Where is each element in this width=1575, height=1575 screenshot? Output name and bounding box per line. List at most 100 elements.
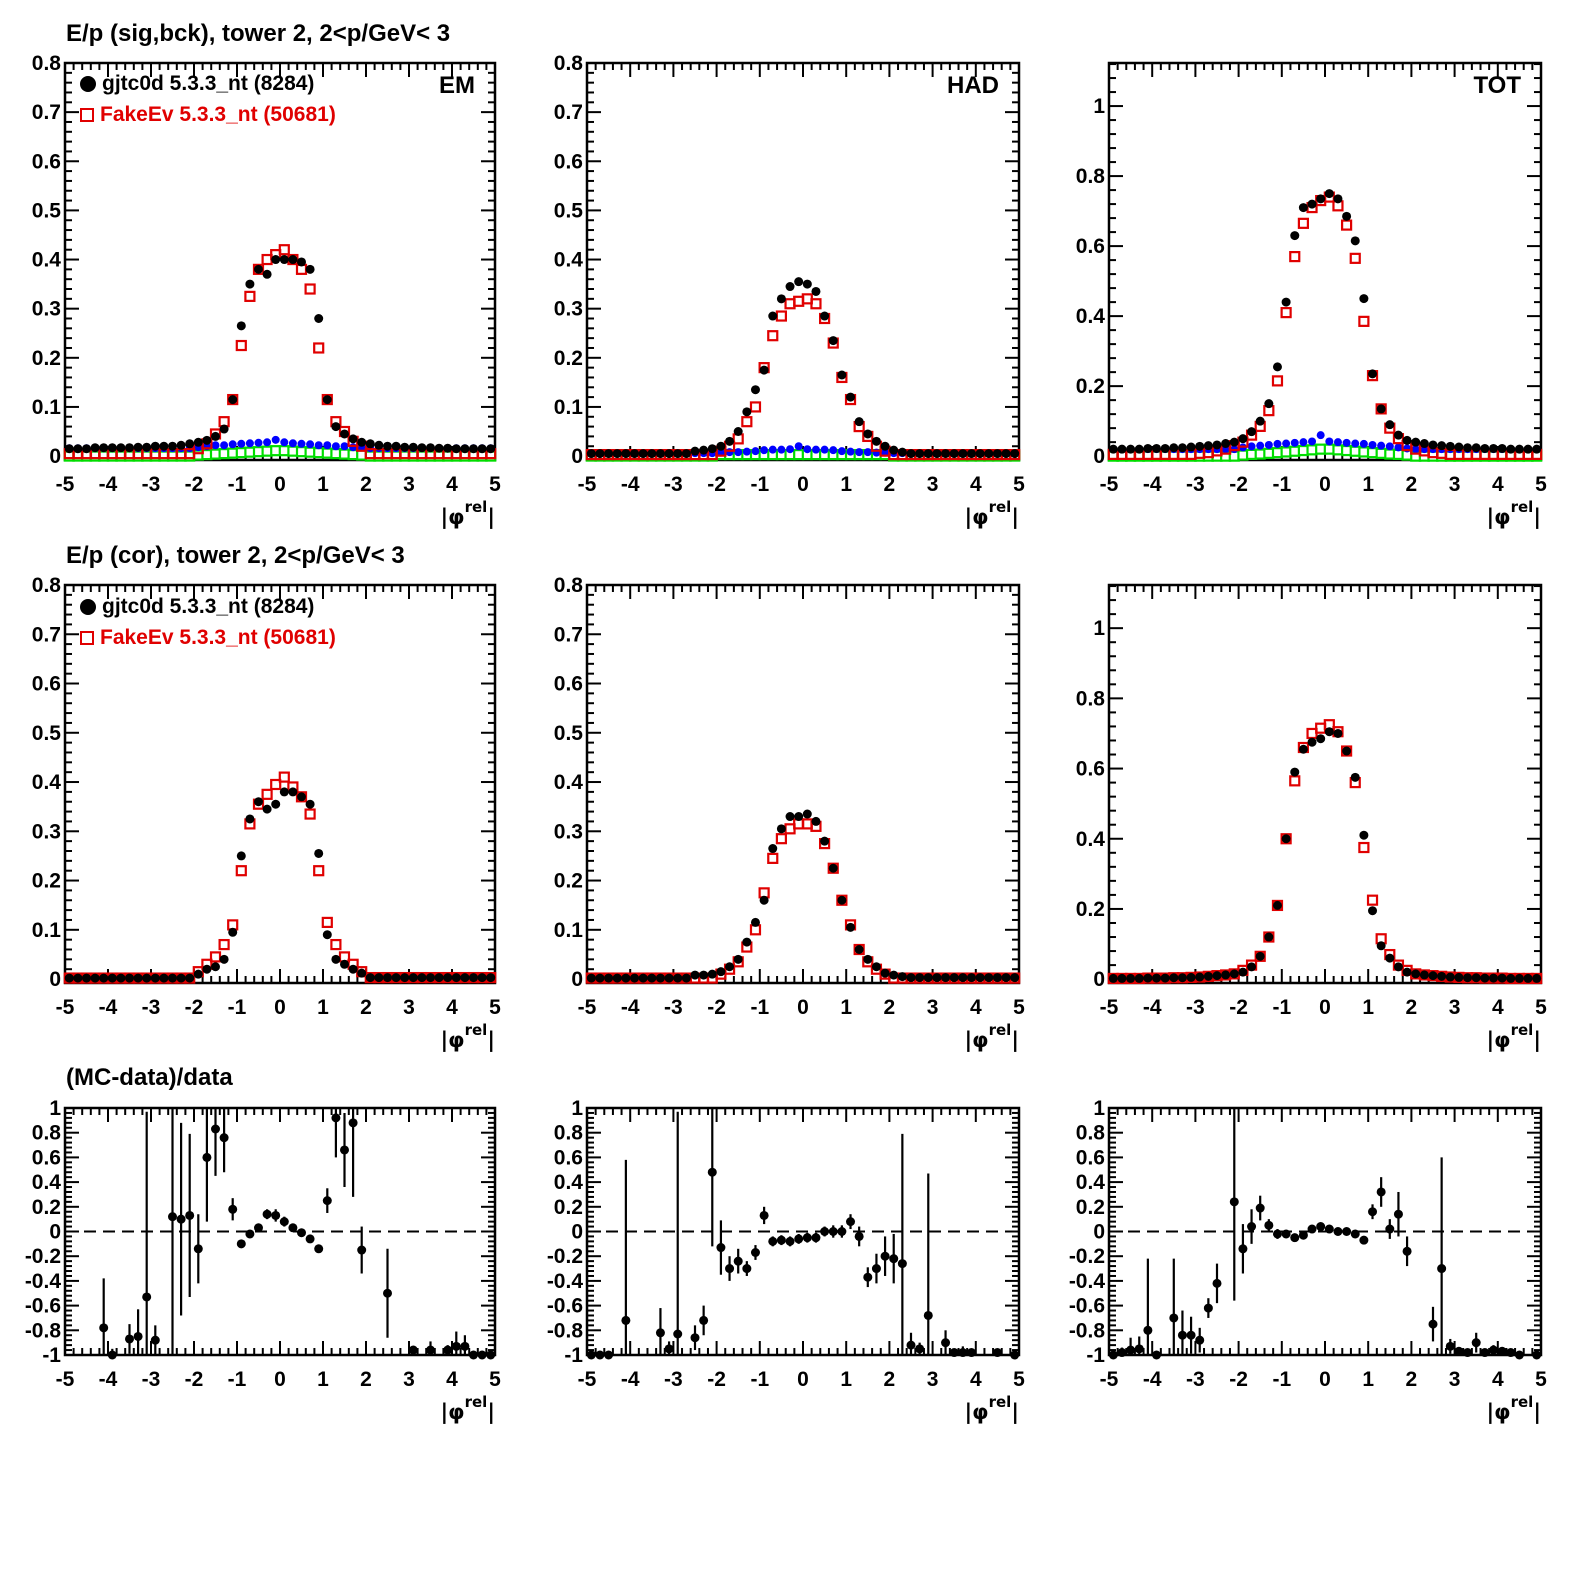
data-point bbox=[99, 973, 109, 983]
data-point bbox=[1010, 449, 1020, 459]
data-point bbox=[1010, 973, 1020, 983]
ratio-point bbox=[408, 1345, 418, 1355]
data-point bbox=[664, 973, 674, 983]
data-background-point bbox=[742, 447, 751, 456]
data-point bbox=[1514, 973, 1524, 983]
mc-point bbox=[321, 916, 333, 929]
data-point bbox=[604, 973, 614, 983]
data-point bbox=[889, 445, 899, 455]
y-tick-label: -0.4 bbox=[25, 1270, 62, 1293]
data-point bbox=[159, 973, 169, 983]
mc-point bbox=[1297, 217, 1310, 229]
data-point bbox=[1402, 967, 1412, 977]
x-tick-label: 5 bbox=[1013, 1368, 1025, 1391]
data-point bbox=[1177, 443, 1187, 453]
y-tick-label: 0.5 bbox=[32, 199, 62, 222]
data-point bbox=[245, 279, 255, 289]
legend-data-label: gjtc0d 5.3.3_nt (8284) bbox=[102, 71, 315, 95]
ratio-point bbox=[1376, 1187, 1386, 1197]
data-point bbox=[297, 257, 306, 267]
data-point bbox=[716, 441, 726, 451]
y-tick-label: 0.4 bbox=[1076, 1171, 1106, 1194]
data-point bbox=[828, 336, 838, 346]
data-point bbox=[906, 973, 916, 983]
y-tick-label: 0.4 bbox=[32, 1171, 62, 1194]
data-point bbox=[1126, 973, 1136, 983]
data-point bbox=[1298, 203, 1308, 213]
data-point bbox=[357, 437, 367, 447]
data-point bbox=[733, 427, 743, 437]
panel-label: TOT bbox=[1473, 72, 1521, 99]
x-tick-label: 2 bbox=[360, 473, 372, 496]
data-point bbox=[211, 431, 220, 441]
data-point bbox=[854, 417, 864, 427]
data-point bbox=[1324, 727, 1334, 737]
data-point bbox=[1238, 967, 1248, 977]
x-tick-label: 3 bbox=[927, 473, 939, 496]
x-tick-label: -2 bbox=[185, 996, 204, 1019]
data-point bbox=[802, 279, 812, 289]
data-background-point bbox=[1368, 440, 1377, 449]
data-point bbox=[1290, 767, 1300, 777]
data-point bbox=[1393, 962, 1403, 972]
data-point bbox=[1428, 440, 1438, 450]
data-background-point bbox=[1273, 439, 1282, 448]
data-background-point bbox=[1377, 441, 1386, 450]
data-point bbox=[794, 277, 804, 287]
ratio-point bbox=[716, 1243, 726, 1253]
data-point bbox=[1463, 973, 1473, 983]
ratio-point bbox=[1298, 1230, 1308, 1240]
x-tick-label: -3 bbox=[1186, 473, 1205, 496]
plot-frame bbox=[63, 583, 497, 985]
data-background-point bbox=[1385, 442, 1394, 451]
data-point bbox=[236, 321, 246, 331]
data-point bbox=[1108, 973, 1118, 983]
data-point bbox=[975, 973, 985, 983]
x-axis-label: |φrel| bbox=[965, 1021, 1020, 1053]
x-tick-label: -1 bbox=[1272, 996, 1291, 1019]
x-tick-label: -5 bbox=[56, 996, 75, 1019]
data-point bbox=[586, 449, 596, 459]
y-tick-label: 0.2 bbox=[554, 347, 583, 370]
data-background-point bbox=[1299, 438, 1308, 447]
ratio-point bbox=[1359, 1235, 1369, 1245]
data-point bbox=[820, 311, 830, 321]
data-point bbox=[460, 973, 470, 983]
data-point bbox=[82, 973, 91, 983]
data-point bbox=[707, 444, 717, 454]
data-point bbox=[1428, 971, 1438, 981]
ratio-point bbox=[340, 1145, 349, 1155]
ratio-point bbox=[655, 1328, 665, 1338]
x-tick-label: 3 bbox=[1449, 996, 1461, 1019]
legend-row1: gjtc0d 5.3.3_nt (8284) FakeEv 5.3.3_nt (… bbox=[80, 68, 336, 130]
panel-label: HAD bbox=[947, 72, 999, 99]
plot-frame bbox=[585, 583, 1021, 985]
y-tick-label: 0.3 bbox=[32, 820, 61, 843]
ratio-point bbox=[949, 1348, 959, 1358]
y-tick-label: 0.2 bbox=[554, 870, 583, 893]
ratio-point bbox=[1203, 1303, 1213, 1313]
x-tick-label: 1 bbox=[840, 1368, 852, 1391]
x-tick-label: 4 bbox=[970, 996, 982, 1019]
y-tick-label: -0.2 bbox=[547, 1245, 583, 1268]
data-point bbox=[99, 443, 109, 453]
data-point bbox=[1342, 746, 1352, 756]
data-point bbox=[297, 792, 306, 802]
ratio-point bbox=[1177, 1330, 1187, 1340]
ratio-point bbox=[820, 1227, 830, 1236]
data-marker-icon bbox=[80, 598, 96, 615]
data-point bbox=[1143, 973, 1153, 983]
y-tick-label: -0.4 bbox=[1069, 1270, 1106, 1293]
ratio-point bbox=[228, 1204, 238, 1214]
data-point bbox=[426, 443, 435, 453]
y-tick-label: 0.8 bbox=[554, 574, 584, 597]
data-background-point bbox=[1342, 438, 1351, 447]
x-tick-label: -1 bbox=[228, 473, 247, 496]
data-point bbox=[1454, 442, 1464, 452]
ratio-point bbox=[664, 1344, 674, 1354]
ratio-point bbox=[1333, 1227, 1343, 1236]
y-tick-label: 1 bbox=[1093, 617, 1105, 640]
ratio-point bbox=[863, 1272, 873, 1282]
ratio-point bbox=[1212, 1278, 1222, 1288]
data-point bbox=[941, 973, 951, 983]
